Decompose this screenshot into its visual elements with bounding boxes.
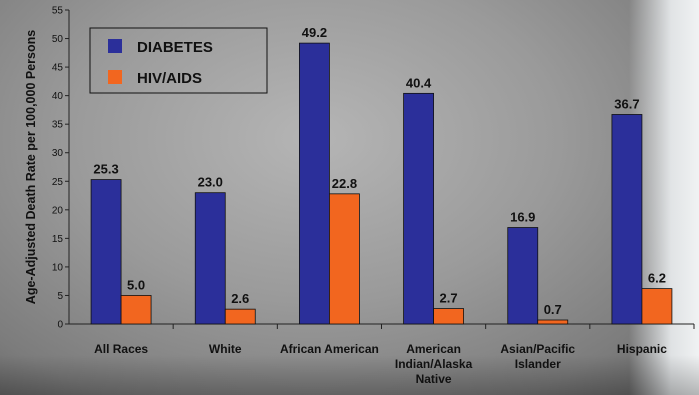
data-label-hiv-aids-all-races: 5.0: [127, 277, 145, 292]
data-label-diabetes-white: 23.0: [198, 175, 223, 190]
data-label-hiv-aids-asian-pacific-islander: 0.7: [544, 302, 562, 317]
data-label-hiv-aids-hispanic: 6.2: [648, 271, 666, 286]
bar-diabetes-african-american: [299, 42, 330, 325]
y-tick-label: 40: [52, 91, 64, 102]
data-label-diabetes-hispanic: 36.7: [614, 96, 639, 111]
x-category-label: All Races: [94, 342, 148, 356]
x-category-label: African American: [280, 342, 379, 356]
data-label-diabetes-african-american: 49.2: [302, 25, 327, 40]
y-tick-label: 5: [57, 291, 63, 302]
legend-box: [89, 27, 268, 94]
data-label-diabetes-american-indian-alaska-native: 40.4: [406, 75, 432, 90]
x-category-label: Native: [416, 372, 452, 386]
y-tick-label: 10: [52, 262, 64, 273]
y-tick-label: 45: [52, 63, 64, 74]
x-category-label: Indian/Alaska: [395, 357, 473, 371]
data-label-diabetes-all-races: 25.3: [93, 162, 118, 177]
bar-diabetes-hispanic: [611, 114, 643, 325]
legend-swatch-diabetes: [108, 39, 122, 53]
x-category-label: Hispanic: [617, 342, 667, 356]
y-tick-label: 30: [52, 148, 64, 159]
legend-swatch-hiv-aids: [108, 70, 122, 84]
legend: DIABETES HIV/AIDS: [89, 27, 268, 94]
x-category-label: White: [209, 342, 242, 356]
bar-hiv-aids-hispanic: [641, 288, 673, 325]
data-label-hiv-aids-white: 2.6: [231, 291, 249, 306]
y-tick-label: 0: [57, 320, 63, 331]
y-tick-label: 20: [52, 205, 64, 216]
y-tick-label: 50: [52, 34, 64, 45]
bar-diabetes-white: [194, 192, 226, 325]
bar-diabetes-all-races: [90, 179, 122, 325]
y-tick-label: 35: [52, 120, 64, 131]
legend-label-diabetes: DIABETES: [137, 39, 213, 56]
bar-hiv-aids-white: [224, 308, 256, 325]
data-label-hiv-aids-american-indian-alaska-native: 2.7: [440, 291, 458, 306]
bar-hiv-aids-african-american: [329, 193, 360, 325]
y-tick-label: 25: [52, 177, 64, 188]
y-tick-label: 55: [52, 6, 64, 17]
x-category-label: American: [406, 342, 461, 356]
y-tick-label: 15: [52, 234, 64, 245]
legend-label-hiv-aids: HIV/AIDS: [137, 70, 202, 87]
x-category-label: Islander: [515, 357, 561, 371]
bar-hiv-aids-all-races: [120, 295, 152, 325]
y-axis-label: Age-Adjusted Death Rate per 100,000 Pers…: [24, 30, 38, 304]
data-label-hiv-aids-african-american: 22.8: [332, 176, 357, 191]
data-label-diabetes-asian-pacific-islander: 16.9: [510, 210, 535, 225]
bar-diabetes-american-indian-alaska-native: [403, 92, 434, 325]
x-category-label: Asian/Pacific: [500, 342, 575, 356]
bar-hiv-aids-asian-pacific-islander: [537, 319, 569, 325]
bar-hiv-aids-american-indian-alaska-native: [433, 308, 464, 325]
bar-diabetes-asian-pacific-islander: [507, 227, 539, 325]
